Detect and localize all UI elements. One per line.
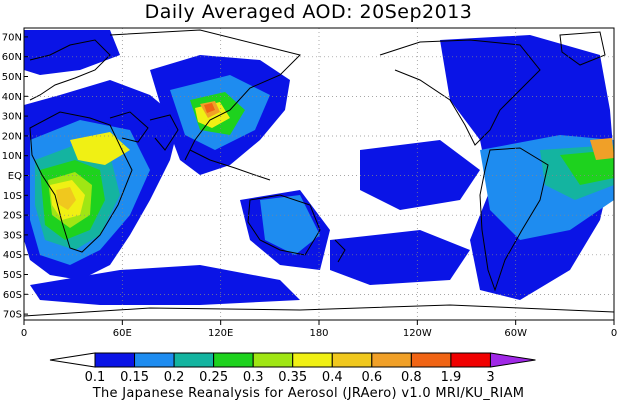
coast-antarctica bbox=[24, 304, 614, 317]
colorbar-swatch bbox=[371, 352, 412, 368]
lon-label: 60W bbox=[504, 328, 527, 339]
aod-region-yellow-sahara bbox=[70, 132, 130, 165]
coastlines bbox=[24, 29, 614, 317]
aod-region-blue-pacific bbox=[360, 140, 480, 210]
colorbar-high-arrow bbox=[489, 352, 536, 368]
lat-label: EQ bbox=[8, 171, 22, 182]
coast-asia bbox=[109, 29, 301, 161]
footer-credit: The Japanese Reanalysis for Aerosol (JRA… bbox=[92, 386, 525, 401]
coast-africa bbox=[29, 111, 133, 253]
colorbar-legend: 0.1 0.15 0.2 0.25 0.3 0.35 0.4 0.6 0.8 1.9 3 bbox=[49, 352, 536, 385]
colorbar-swatch bbox=[450, 352, 491, 368]
colorbar-label: 1.9 bbox=[441, 370, 462, 385]
lon-label: 120E bbox=[208, 328, 233, 339]
lat-label: 70S bbox=[3, 310, 22, 321]
lat-label: 30S bbox=[3, 230, 22, 241]
lon-label: 0 bbox=[611, 328, 617, 339]
colorbar-label: 0.15 bbox=[120, 370, 149, 385]
colorbar-label: 0.3 bbox=[243, 370, 264, 385]
coast-greenland bbox=[559, 31, 606, 66]
lat-label: 20S bbox=[3, 211, 22, 222]
coast-arabia bbox=[109, 111, 149, 143]
colorbar-swatch bbox=[252, 352, 294, 368]
lat-label: 60N bbox=[2, 52, 22, 63]
lat-label: 40S bbox=[3, 250, 22, 261]
grid-lines bbox=[24, 28, 614, 320]
colorbar-swatch bbox=[331, 352, 373, 368]
coast-south-america bbox=[479, 147, 549, 292]
lon-label: 0 bbox=[21, 328, 27, 339]
colorbar-label: 0.4 bbox=[322, 370, 343, 385]
lon-label: 60E bbox=[113, 328, 132, 339]
lat-label: 50S bbox=[3, 270, 22, 281]
lon-label: 120W bbox=[403, 328, 432, 339]
colorbar-label: 0.1 bbox=[85, 370, 106, 385]
lon-label: 180 bbox=[309, 328, 328, 339]
colorbar-swatch bbox=[410, 352, 452, 368]
lat-label: 60S bbox=[3, 290, 22, 301]
coast-india bbox=[149, 114, 179, 151]
colorbar-label: 0.8 bbox=[401, 370, 422, 385]
lat-label: 50N bbox=[2, 72, 22, 83]
aod-region-lightblue-4 bbox=[260, 195, 320, 255]
lat-label: 70N bbox=[2, 32, 22, 43]
lat-label: 40N bbox=[2, 92, 22, 103]
map-title: Daily Averaged AOD: 20Sep2013 bbox=[144, 1, 473, 23]
aod-region-blue-south-pacific bbox=[330, 230, 470, 285]
lat-label: 10S bbox=[3, 191, 22, 202]
colorbar-swatch bbox=[173, 352, 215, 368]
coast-europe bbox=[29, 39, 111, 101]
colorbar-label: 0.6 bbox=[361, 370, 382, 385]
colorbar-swatch bbox=[94, 352, 136, 368]
colorbar-swatch bbox=[292, 352, 333, 368]
coast-north-america bbox=[379, 39, 541, 146]
lat-label: 30N bbox=[2, 112, 22, 123]
colorbar-low-arrow bbox=[49, 352, 96, 368]
coast-se-asia bbox=[189, 149, 271, 181]
latitude-axis: 70N 60N 50N 40N 30N 20N 10N EQ 10S 20S 30S 40S 50S 60… bbox=[2, 32, 28, 321]
colorbar-swatch bbox=[134, 352, 175, 368]
colorbar-label: 0.35 bbox=[278, 370, 307, 385]
aod-field bbox=[24, 30, 614, 305]
aod-region-orange-1 bbox=[56, 187, 76, 210]
lat-label: 20N bbox=[2, 131, 22, 142]
colorbar-label: 0.25 bbox=[199, 370, 228, 385]
aod-region-blue-south-ocean bbox=[30, 265, 300, 305]
colorbar-swatch bbox=[213, 352, 254, 368]
aod-region-orange-3 bbox=[590, 138, 614, 160]
coast-nz bbox=[334, 239, 346, 263]
lat-label: 10N bbox=[2, 151, 22, 162]
longitude-axis: 0 60E 120E 180 120W 60W 0 bbox=[21, 320, 617, 339]
colorbar-label: 0.2 bbox=[164, 370, 185, 385]
colorbar-label: 3 bbox=[486, 370, 494, 385]
aod-region-red-spot bbox=[204, 103, 215, 113]
